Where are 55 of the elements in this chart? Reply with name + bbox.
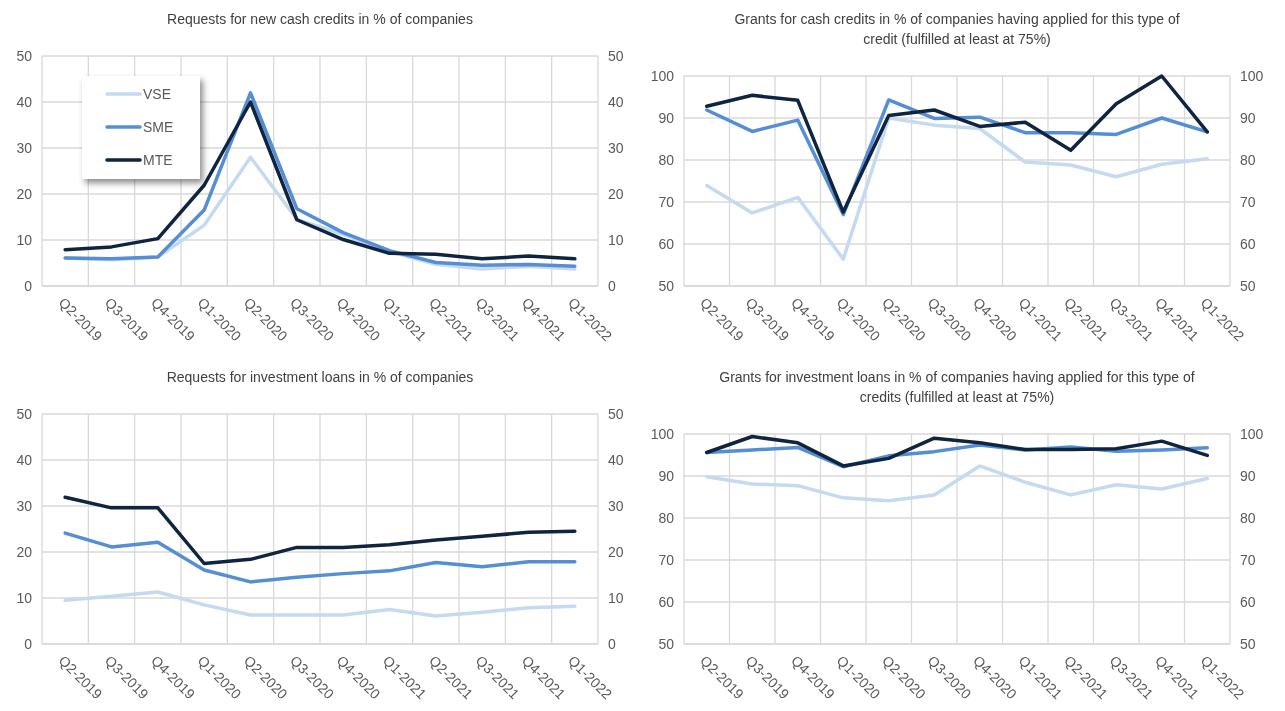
chart-title: Grants for investment loans in % of companies having applied for this type of credits (fulfilled at least at 75%) <box>719 369 1195 405</box>
y-tick-label: 0 <box>24 277 33 294</box>
y-tick-label: 80 <box>658 509 675 526</box>
y2-tick-label: 80 <box>1240 151 1256 168</box>
chart-title: Requests for new cash credits in % of companies <box>167 11 473 27</box>
y-tick-label: 60 <box>658 593 675 610</box>
y2-tick-label: 50 <box>608 47 624 64</box>
y-tick-label: 30 <box>16 139 33 156</box>
y2-tick-label: 80 <box>1240 509 1256 526</box>
y2-tick-label: 30 <box>608 497 624 514</box>
y2-tick-label: 100 <box>1240 67 1264 84</box>
chart-title: Grants for cash credits in % of companies having applied for this type of credit (fulfilled at least at 75%) <box>734 11 1180 47</box>
y-tick-label: 30 <box>16 497 33 514</box>
y-tick-label: 20 <box>16 543 33 560</box>
y-tick-label: 70 <box>658 551 675 568</box>
y2-tick-label: 30 <box>608 139 624 156</box>
y2-tick-label: 100 <box>1240 425 1264 442</box>
y2-tick-label: 50 <box>608 405 624 422</box>
y2-tick-label: 50 <box>1240 635 1256 652</box>
y-tick-label: 50 <box>16 47 33 64</box>
y-tick-label: 50 <box>658 277 675 294</box>
y-tick-label: 80 <box>658 151 675 168</box>
y-tick-label: 0 <box>24 635 33 652</box>
y2-tick-label: 0 <box>608 277 616 294</box>
y2-tick-label: 0 <box>608 635 616 652</box>
y-tick-label: 10 <box>16 231 33 248</box>
y-tick-label: 10 <box>16 589 33 606</box>
y-tick-label: 90 <box>658 467 675 484</box>
y2-tick-label: 40 <box>608 93 624 110</box>
y-tick-label: 100 <box>650 67 675 84</box>
y2-tick-label: 60 <box>1240 235 1256 252</box>
y-tick-label: 20 <box>16 185 33 202</box>
y2-tick-label: 70 <box>1240 193 1256 210</box>
y-tick-label: 90 <box>658 109 675 126</box>
y-tick-label: 60 <box>658 235 675 252</box>
y-tick-label: 40 <box>16 93 33 110</box>
y-tick-label: 100 <box>650 425 675 442</box>
y2-tick-label: 90 <box>1240 467 1256 484</box>
y2-tick-label: 50 <box>1240 277 1256 294</box>
y-tick-label: 70 <box>658 193 675 210</box>
legend-label: SME <box>143 118 174 135</box>
y2-tick-label: 10 <box>608 589 624 606</box>
y2-tick-label: 20 <box>608 543 624 560</box>
y2-tick-label: 60 <box>1240 593 1256 610</box>
y2-tick-label: 70 <box>1240 551 1256 568</box>
y-tick-label: 50 <box>16 405 33 422</box>
legend-label: VSE <box>143 85 172 102</box>
legend-label: MTE <box>143 151 173 168</box>
y2-tick-label: 20 <box>608 185 624 202</box>
chart-title: Requests for investment loans in % of companies <box>166 369 474 385</box>
y-tick-label: 40 <box>16 451 33 468</box>
y2-tick-label: 40 <box>608 451 624 468</box>
y-tick-label: 50 <box>658 635 675 652</box>
y2-tick-label: 90 <box>1240 109 1256 126</box>
y2-tick-label: 10 <box>608 231 624 248</box>
